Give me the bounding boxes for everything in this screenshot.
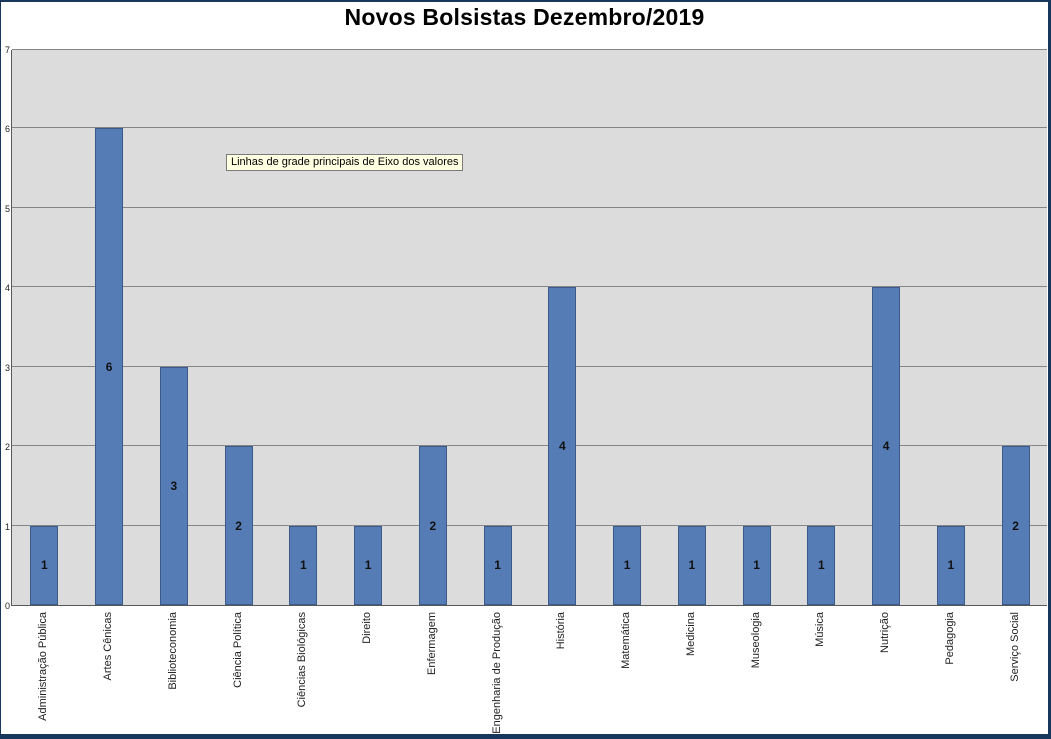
value-axis-label[interactable]: 2 [4, 442, 10, 453]
category-axis-label[interactable]: Engenharia de Produção [490, 612, 503, 734]
category-axis-label[interactable]: Direito [361, 612, 374, 644]
bar-data-label: 6 [105, 359, 113, 374]
bar[interactable]: 1 [742, 525, 771, 605]
bar[interactable]: 4 [872, 287, 901, 605]
bar-data-label: 4 [882, 439, 890, 454]
bar[interactable]: 1 [613, 525, 642, 605]
value-axis-label[interactable]: 5 [4, 203, 10, 214]
bar-data-label: 1 [300, 558, 307, 573]
bar[interactable]: 4 [548, 287, 577, 605]
bar-data-label: 2 [1012, 518, 1019, 533]
category-axis-label[interactable]: Medicina [684, 612, 697, 657]
bar[interactable]: 1 [483, 525, 512, 605]
bar-data-label: 4 [559, 439, 566, 454]
value-axis-label[interactable]: 7 [4, 45, 10, 55]
bar-data-label: 1 [753, 558, 760, 573]
category-axis-label[interactable]: Serviço Social [1008, 612, 1021, 682]
bar-data-label: 2 [235, 518, 242, 533]
value-axis-gridline[interactable] [12, 49, 1047, 50]
bar-data-label: 1 [947, 558, 955, 573]
value-axis-label[interactable]: 0 [4, 601, 10, 611]
value-axis-label[interactable]: 4 [4, 283, 10, 294]
value-axis-gridline[interactable] [12, 206, 1047, 208]
bar-data-label: 1 [818, 558, 825, 573]
category-axis-label[interactable]: Administração Pública [37, 612, 50, 721]
bar[interactable]: 2 [418, 446, 447, 605]
bar[interactable]: 1 [807, 525, 836, 605]
value-axis-label[interactable]: 6 [4, 124, 10, 135]
bar[interactable]: 6 [95, 128, 124, 605]
category-axis-label[interactable]: Enfermagem [425, 612, 438, 675]
category-axis-label[interactable]: Matemática [620, 612, 633, 669]
bar-data-label: 1 [688, 558, 696, 573]
bar-data-label: 3 [170, 478, 178, 493]
bar-data-label: 1 [494, 558, 501, 573]
value-axis-label[interactable]: 3 [4, 362, 10, 373]
value-axis-gridline[interactable] [12, 524, 1047, 526]
category-axis-label[interactable]: Música [814, 612, 827, 647]
bar[interactable]: 1 [289, 525, 318, 605]
bar-data-label: 1 [41, 558, 48, 573]
chart-title[interactable]: Novos Bolsistas Dezembro/2019 [344, 4, 705, 30]
bar[interactable]: 2 [224, 446, 253, 605]
bar-data-label: 2 [429, 518, 437, 533]
category-axis-label[interactable]: Pedagogia [943, 612, 956, 665]
category-axis-label[interactable]: História [555, 612, 568, 650]
bar[interactable]: 3 [159, 366, 188, 605]
bar[interactable]: 1 [30, 525, 59, 605]
bar[interactable]: 1 [677, 525, 706, 605]
category-axis-label[interactable]: Museologia [749, 612, 762, 669]
category-axis-label[interactable]: Biblioteconomia [166, 612, 179, 690]
plot-area[interactable]: 1 6 3 2 1 1 2 1 4 1 1 1 1 4 1 2 [11, 49, 1047, 606]
gridlines-tooltip: Linhas de grade principais de Eixo dos v… [226, 154, 464, 171]
bar[interactable]: 2 [1001, 446, 1030, 605]
category-axis-label[interactable]: Nutrição [879, 612, 892, 653]
value-axis-gridline[interactable] [12, 445, 1047, 447]
category-axis-label[interactable]: Ciência Política [231, 612, 244, 688]
value-axis-gridline[interactable] [12, 365, 1047, 367]
bar[interactable]: 1 [354, 525, 383, 605]
category-axis-label[interactable]: Ciências Biológicas [296, 612, 309, 708]
bar-data-label: 1 [623, 558, 631, 573]
category-axis-label[interactable]: Artes Cênicas [102, 612, 115, 681]
bar-data-label: 1 [364, 558, 372, 573]
bar[interactable]: 1 [936, 525, 965, 605]
value-axis-gridline[interactable] [12, 127, 1047, 129]
value-axis-label[interactable]: 1 [4, 521, 10, 532]
value-axis-gridline[interactable] [12, 286, 1047, 288]
